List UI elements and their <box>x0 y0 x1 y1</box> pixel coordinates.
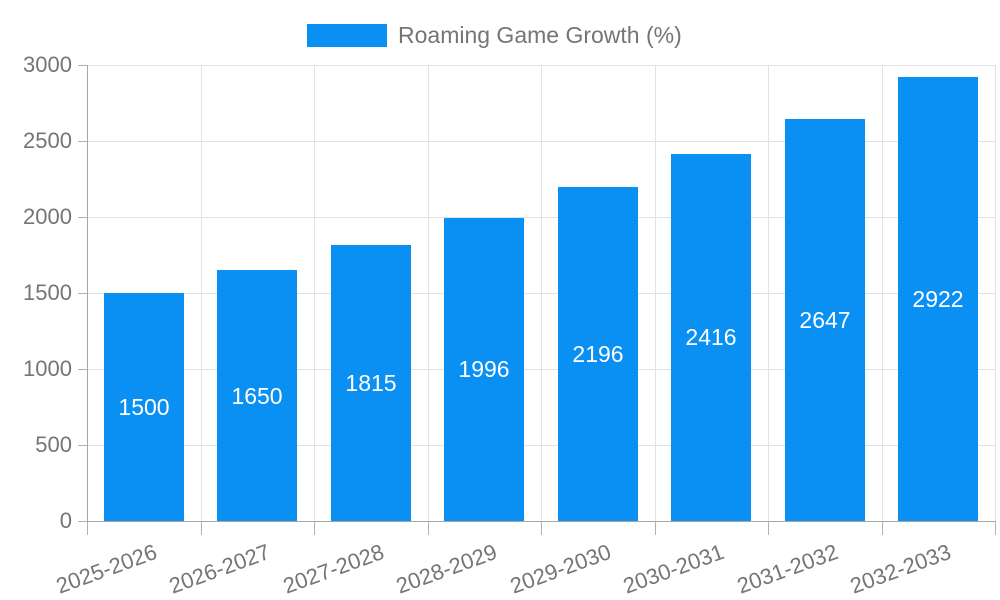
bar[interactable] <box>558 187 638 521</box>
gridline <box>882 65 883 521</box>
x-axis-tick <box>768 521 769 535</box>
gridline <box>314 65 315 521</box>
y-axis-tick <box>78 445 87 446</box>
y-axis-label: 3000 <box>23 52 72 77</box>
y-axis-label: 2000 <box>23 204 72 229</box>
y-axis-label: 500 <box>35 432 72 457</box>
bar-value-label: 2647 <box>799 307 851 333</box>
y-axis-tick <box>78 521 87 522</box>
x-axis-tick <box>314 521 315 535</box>
gridline <box>541 65 542 521</box>
legend-label: Roaming Game Growth (%) <box>398 22 682 48</box>
legend-swatch <box>307 24 387 47</box>
gridline <box>655 65 656 521</box>
y-axis-tick <box>78 369 87 370</box>
x-axis-tick <box>201 521 202 535</box>
bar[interactable] <box>671 154 751 521</box>
x-axis-tick <box>882 521 883 535</box>
bar-value-label: 2196 <box>572 341 624 367</box>
y-axis-tick <box>78 141 87 142</box>
bar[interactable] <box>785 119 865 521</box>
y-axis-tick <box>78 217 87 218</box>
x-axis-tick <box>655 521 656 535</box>
bar-value-label: 2922 <box>912 286 964 312</box>
y-axis-label: 1000 <box>23 356 72 381</box>
bar-value-label: 2416 <box>685 324 737 350</box>
x-axis-tick <box>541 521 542 535</box>
gridline <box>428 65 429 521</box>
bar[interactable] <box>331 245 411 521</box>
legend: Roaming Game Growth (%) <box>307 22 682 49</box>
y-axis-label: 2500 <box>23 128 72 153</box>
x-axis-tick <box>87 521 88 535</box>
bar[interactable] <box>217 270 297 521</box>
bar-value-label: 1500 <box>118 394 170 420</box>
bar-value-label: 1996 <box>458 356 510 382</box>
gridline <box>995 65 996 521</box>
gridline <box>768 65 769 521</box>
bar[interactable] <box>444 218 524 521</box>
y-axis-tick <box>78 293 87 294</box>
bar-value-label: 1650 <box>231 383 283 409</box>
y-axis-tick <box>78 65 87 66</box>
y-axis-line <box>87 65 88 521</box>
x-axis-tick <box>995 521 996 535</box>
x-axis-tick <box>428 521 429 535</box>
gridline <box>201 65 202 521</box>
bar-value-label: 1815 <box>345 370 397 396</box>
bar[interactable] <box>104 293 184 521</box>
bar[interactable] <box>898 77 978 521</box>
y-axis-label: 1500 <box>23 280 72 305</box>
y-axis-label: 0 <box>59 508 72 533</box>
